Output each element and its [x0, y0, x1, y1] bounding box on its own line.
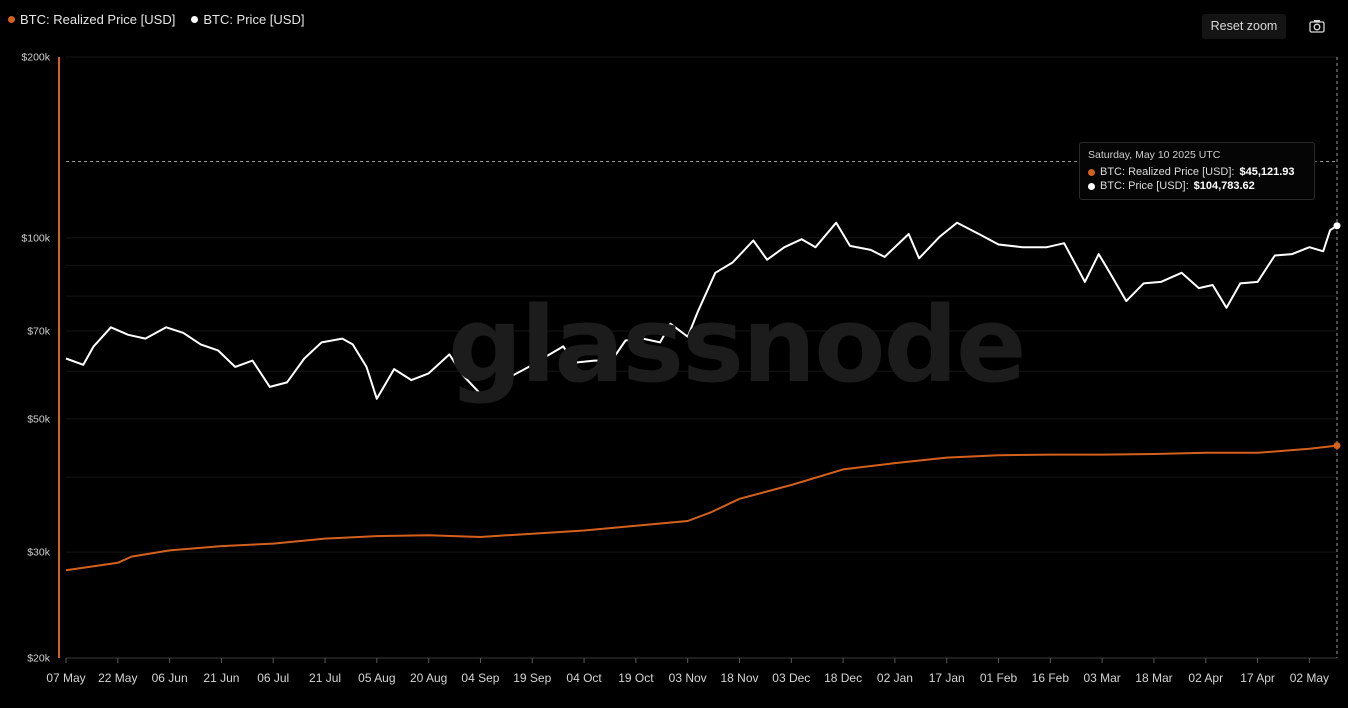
legend-dot-price	[191, 16, 199, 23]
tooltip-dot-realized	[1088, 168, 1095, 176]
legend-item-realized[interactable]: BTC: Realized Price [USD]	[8, 12, 175, 27]
y-tick-label: $50k	[27, 413, 51, 425]
x-tick-label: 18 Mar	[1135, 671, 1172, 685]
x-tick-label: 02 May	[1290, 671, 1329, 685]
tooltip: Saturday, May 10 2025 UTC BTC: Realized …	[1079, 142, 1315, 200]
tooltip-dot-price	[1088, 182, 1095, 190]
series-layer	[65, 221, 1341, 572]
tooltip-row-price: BTC: Price [USD]: $104,783.62	[1088, 179, 1306, 193]
x-tick-label: 18 Nov	[720, 671, 758, 685]
x-tick-label: 20 Aug	[410, 671, 447, 685]
x-tick-label: 06 Jul	[257, 671, 289, 685]
series-line-realized[interactable]	[65, 444, 1338, 572]
x-tick-label: 16 Feb	[1032, 671, 1070, 685]
price-hover-point	[1333, 222, 1341, 230]
grid-lines	[66, 56, 1337, 659]
x-tick-label: 03 Nov	[669, 671, 707, 685]
legend-dot-realized	[8, 16, 15, 23]
series-line-price[interactable]	[65, 221, 1338, 403]
legend-label-price: BTC: Price [USD]	[203, 12, 305, 27]
y-tick-label: $20k	[27, 653, 51, 665]
x-tick-label: 02 Apr	[1188, 671, 1223, 685]
x-axis: 07 May 22 May 06 Jun 21 Jun 06 Jul 21 Jul 05 A…	[46, 657, 1337, 685]
realized-hover-point	[1333, 442, 1341, 450]
x-tick-label: 04 Oct	[566, 671, 602, 685]
x-tick-label: 03 Dec	[772, 671, 810, 685]
tooltip-row-realized: BTC: Realized Price [USD]: $45,121.93	[1088, 165, 1306, 179]
x-tick-label: 07 May	[46, 671, 85, 685]
tooltip-label-price: BTC: Price [USD]:	[1100, 180, 1189, 192]
y-tick-label: $200k	[21, 52, 50, 64]
legend-label-realized: BTC: Realized Price [USD]	[20, 12, 176, 27]
x-tick-label: 19 Sep	[513, 671, 551, 685]
tooltip-value-realized: $45,121.93	[1239, 166, 1295, 178]
tooltip-value-price: $104,783.62	[1193, 180, 1255, 192]
x-tick-label: 21 Jun	[203, 671, 239, 685]
x-tick-label: 18 Dec	[824, 671, 862, 685]
y-tick-label: $100k	[21, 232, 50, 244]
x-tick-label: 06 Jun	[152, 671, 188, 685]
x-tick-label: 01 Feb	[980, 671, 1018, 685]
x-tick-label: 03 Mar	[1083, 671, 1120, 685]
x-tick-label: 04 Sep	[461, 671, 499, 685]
x-tick-label: 21 Jul	[309, 671, 341, 685]
y-tick-label: $30k	[27, 547, 51, 559]
x-tick-label: 17 Jan	[929, 671, 965, 685]
tooltip-date: Saturday, May 10 2025 UTC	[1088, 149, 1221, 161]
reset-zoom-button[interactable]: Reset zoom	[1202, 14, 1286, 39]
x-tick-label: 02 Jan	[877, 671, 913, 685]
x-tick-label: 22 May	[98, 671, 137, 685]
x-tick-label: 17 Apr	[1240, 671, 1275, 685]
legend-item-price[interactable]: BTC: Price [USD]	[191, 12, 304, 27]
tooltip-label-realized: BTC: Realized Price [USD]:	[1100, 166, 1235, 178]
y-tick-label: $70k	[27, 326, 51, 338]
camera-icon[interactable]	[1304, 16, 1330, 38]
x-tick-label: 19 Oct	[618, 671, 654, 685]
y-axis: $200k $100k $70k $50k $30k $20k	[21, 52, 50, 665]
x-tick-label: 05 Aug	[358, 671, 395, 685]
legend: BTC: Realized Price [USD] BTC: Price [US…	[8, 12, 304, 27]
